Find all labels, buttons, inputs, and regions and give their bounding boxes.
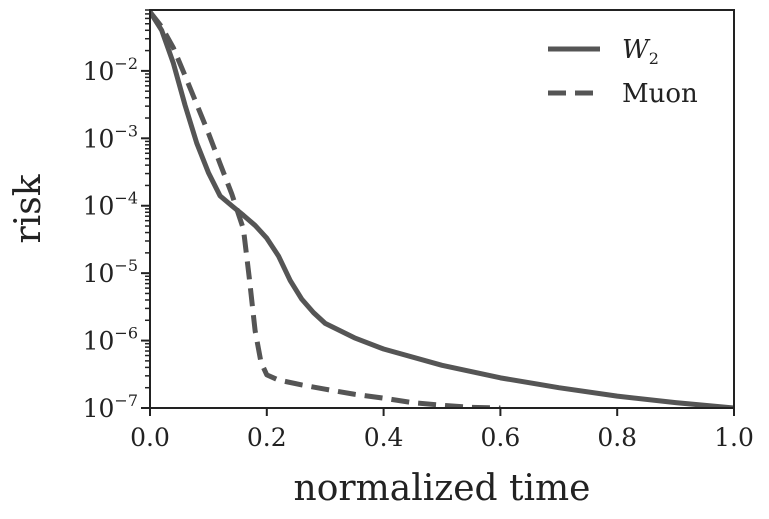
- y-tick-label: 10−6: [83, 324, 138, 356]
- y-tick-label: 10−3: [83, 121, 138, 153]
- x-axis-label: normalized time: [294, 468, 591, 509]
- x-tick-label: 0.2: [247, 423, 287, 452]
- ticks-layer: 0.0 0.2 0.4 0.6 0.8 1.0 10−7 10−6 10−5 10−4 10−3 10…: [83, 9, 754, 452]
- x-tick-label: 1.0: [714, 423, 754, 452]
- x-tick-label: 0.0: [130, 423, 170, 452]
- legend-label-muon: Muon: [622, 79, 698, 109]
- legend: W2 Muon: [548, 35, 698, 109]
- legend-label-w2: W2: [622, 35, 659, 68]
- y-axis-label: risk: [8, 173, 49, 243]
- series-line-w2: [150, 10, 734, 408]
- y-tick-label: 10−5: [83, 256, 138, 288]
- y-tick-label: 10−7: [83, 391, 138, 423]
- y-tick-label: 10−4: [83, 189, 138, 221]
- x-tick-label: 0.6: [481, 423, 521, 452]
- series-layer: [150, 10, 734, 408]
- x-tick-label: 0.4: [364, 423, 404, 452]
- y-tick-label: 10−2: [83, 54, 138, 86]
- series-line-muon: [150, 10, 501, 408]
- x-tick-label: 0.8: [597, 423, 637, 452]
